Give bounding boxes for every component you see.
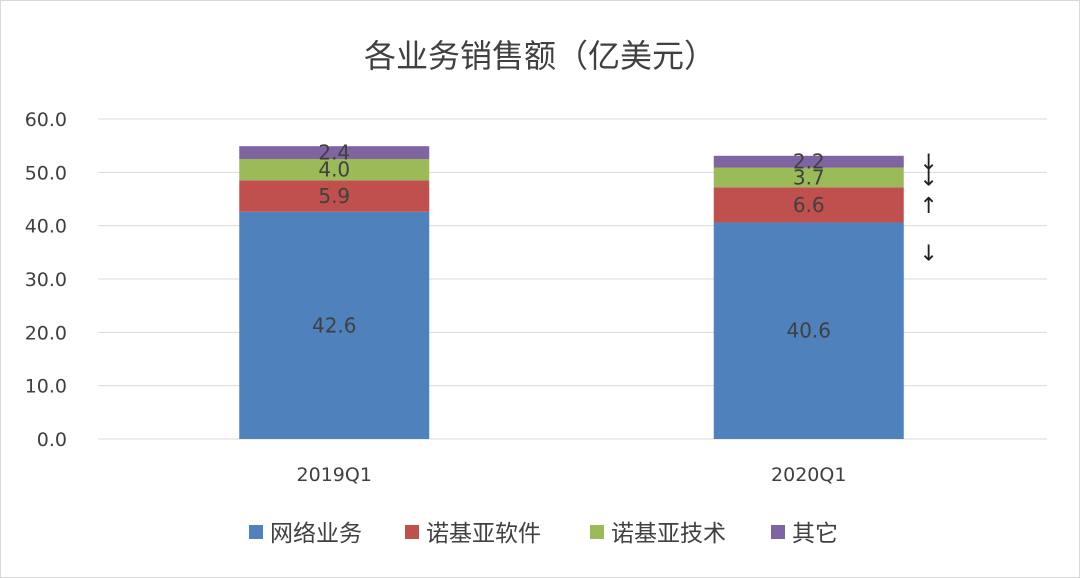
- y-tick-label: 30.0: [25, 269, 67, 291]
- data-label: 3.7: [793, 165, 825, 189]
- annotations: ↓↓↑↓: [920, 151, 938, 267]
- bar-segment: [713, 155, 904, 168]
- x-axis-category-labels: 2019Q1 2020Q1: [297, 464, 847, 486]
- data-label: 2.4: [318, 141, 350, 165]
- legend: 网络业务 诺基亚软件 诺基亚技术 其它: [249, 521, 838, 547]
- data-label: 6.6: [793, 193, 825, 217]
- y-tick-label: 20.0: [25, 322, 67, 344]
- legend-item: 诺基亚软件: [405, 521, 541, 547]
- legend-swatch: [249, 525, 263, 539]
- legend-item: 网络业务: [249, 521, 362, 547]
- y-tick-label: 60.0: [25, 109, 67, 131]
- data-labels: 42.6 5.94.02.4 40.6 6.6 3.72.2: [312, 141, 831, 343]
- data-label: 42.6: [312, 313, 357, 337]
- data-label: 5.9: [318, 184, 350, 208]
- bar-segment: [239, 211, 430, 439]
- y-tick-label: 40.0: [25, 216, 67, 238]
- legend-swatch: [771, 525, 785, 539]
- change-arrow-annotation: ↓: [920, 241, 938, 266]
- y-axis-tick-labels: 0.0 10.0 20.0 30.0 40.0 50.0 60.0: [25, 109, 67, 451]
- x-category-label: 2020Q1: [771, 464, 846, 486]
- bar-segment: [713, 167, 904, 188]
- data-label: 2.2: [793, 150, 825, 174]
- legend-item: 诺基亚技术: [590, 521, 726, 547]
- legend-item: 其它: [771, 521, 838, 547]
- bar-segment: [713, 187, 904, 223]
- legend-label: 诺基亚软件: [426, 521, 541, 547]
- bar-segment: [239, 159, 430, 181]
- y-tick-label: 0.0: [37, 429, 67, 451]
- x-category-label: 2019Q1: [297, 464, 372, 486]
- bar-segment: [713, 222, 904, 439]
- chart-title: 各业务销售额（亿美元）: [364, 37, 716, 75]
- legend-swatch: [405, 525, 419, 539]
- bar-segment: [239, 146, 430, 159]
- change-arrow-annotation: ↑: [920, 194, 938, 219]
- bars: [239, 146, 904, 439]
- y-tick-label: 10.0: [25, 376, 67, 398]
- bar-segment: [239, 180, 430, 212]
- legend-label: 诺基亚技术: [611, 521, 726, 547]
- data-label: 4.0: [318, 158, 350, 182]
- change-arrow-annotation: ↓: [920, 151, 938, 176]
- y-tick-label: 50.0: [25, 162, 67, 184]
- change-arrow-annotation: ↓: [920, 166, 938, 191]
- data-label: 40.6: [786, 319, 831, 343]
- legend-swatch: [590, 525, 604, 539]
- legend-label: 其它: [792, 521, 838, 547]
- legend-label: 网络业务: [270, 521, 362, 547]
